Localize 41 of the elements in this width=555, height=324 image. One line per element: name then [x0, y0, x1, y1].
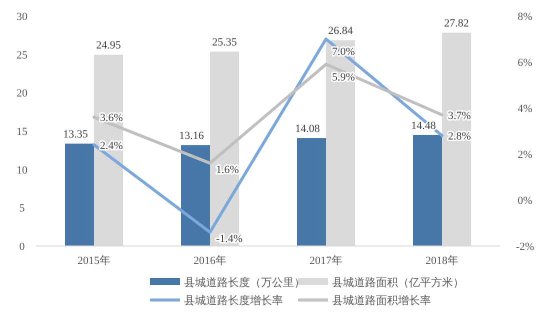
- x-tick-label: 2015年: [78, 255, 110, 267]
- y2-tick-label: 2%: [518, 149, 532, 161]
- data-label: 27.82: [444, 18, 469, 30]
- x-tick-label: 2018年: [426, 255, 458, 267]
- legend-label: 县城道路长度（万公里）: [184, 276, 305, 289]
- data-label: 13.16: [179, 130, 204, 142]
- line-series: [92, 38, 444, 234]
- legend-label: 县城道路面积（亿平方米）: [332, 276, 464, 289]
- data-label: 1.6%: [216, 164, 239, 176]
- y2-tick-label: 4%: [518, 103, 532, 115]
- bar: [413, 134, 442, 246]
- data-label: -1.4%: [216, 233, 243, 246]
- y-tick-label: 15: [16, 126, 28, 138]
- y-tick-label: 5: [19, 202, 26, 215]
- y2-tick-label: 0%: [518, 195, 532, 207]
- bar: [65, 144, 94, 246]
- data-label: 3.7%: [448, 110, 471, 122]
- legend-label: 县城道路长度增长率: [184, 294, 283, 307]
- data-label: 24.95: [96, 40, 122, 52]
- data-label: 3.6%: [100, 112, 123, 124]
- data-label: 5.9%: [332, 71, 355, 84]
- bar: [181, 145, 210, 246]
- y-tick-label: 0: [19, 241, 26, 253]
- y-tick-label: 25: [16, 49, 28, 62]
- bar: [297, 138, 326, 246]
- data-label: 13.35: [63, 128, 88, 141]
- data-label: 14.08: [295, 123, 320, 136]
- data-label: 25.35: [212, 36, 238, 49]
- legend-label: 县城道路面积增长率: [332, 294, 431, 307]
- line-series: [92, 62, 444, 165]
- data-label: 26.84: [328, 25, 354, 38]
- x-tick-label: 2017年: [310, 255, 342, 267]
- data-label: 2.4%: [100, 140, 123, 152]
- x-tick-label: 2016年: [194, 255, 226, 267]
- y-tick-label: 30: [16, 11, 28, 23]
- y2-tick-label: 8%: [518, 11, 532, 23]
- y-tick-label: 20: [16, 88, 28, 100]
- y2-tick-label: -2%: [516, 241, 534, 253]
- y-tick-label: 10: [16, 164, 28, 176]
- y2-tick-label: 6%: [518, 57, 532, 69]
- data-label: 2.8%: [448, 130, 471, 143]
